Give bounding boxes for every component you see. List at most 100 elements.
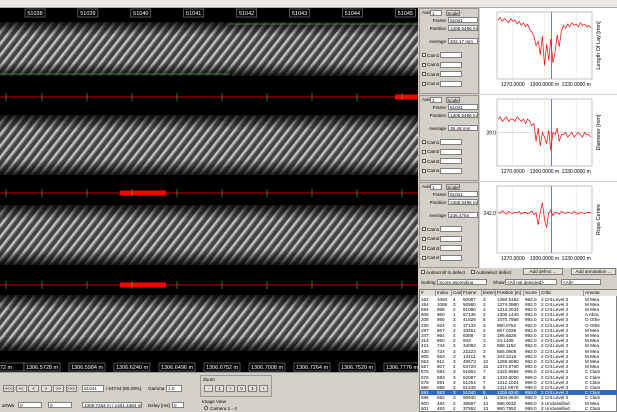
autoselect-checkbox[interactable] <box>471 270 475 274</box>
position-label: Position <box>422 113 446 118</box>
camera-field <box>440 245 462 251</box>
scale-button[interactable]: Scale <box>446 184 460 190</box>
x-tick-label: 1300.0000 m <box>530 82 559 88</box>
frame-marker-label: 51041 <box>186 11 201 17</box>
position-field: 1306.6496 m <box>448 199 478 205</box>
camera-label: Cam1 <box>427 53 439 58</box>
camera-checkbox[interactable] <box>422 246 426 250</box>
column-header[interactable]: Score <box>524 290 540 296</box>
navigation-bar: artWa00<<<<<<>>>>>>51041/ 64744 (80.29%)… <box>0 372 418 412</box>
zoom-button[interactable]: V <box>237 385 246 392</box>
frame-marker-label: 51040 <box>133 11 148 17</box>
app-window: 5103851039510405104151042510435104451045… <box>0 0 617 412</box>
zoom-button[interactable]: 1 <box>248 385 257 392</box>
nav-button[interactable]: <<< <box>3 385 14 392</box>
column-header[interactable]: Cam <box>452 290 462 296</box>
camera-label: Cam4 <box>427 81 439 86</box>
position-field: 1306.6496 m <box>448 25 478 31</box>
add-annotation-button[interactable]: Add annotation ... <box>571 268 616 275</box>
y-tick-label: 39.0 <box>486 131 496 137</box>
axis-select[interactable]: 1 <box>430 10 442 16</box>
sorting-select[interactable]: Score ascending <box>437 279 487 285</box>
camera-checkbox[interactable] <box>422 140 426 144</box>
column-header[interactable]: Position [m] <box>496 290 524 296</box>
frame-label: Frame <box>422 105 446 110</box>
camera-label: Camera 1 - 4 <box>210 406 237 411</box>
camera-field <box>440 139 462 145</box>
delay-input[interactable]: 0 <box>172 402 184 408</box>
filter-select[interactable]: <All> <box>561 279 601 285</box>
camera-field <box>440 168 462 174</box>
column-header[interactable]: Critic <box>540 290 584 296</box>
nav-button[interactable]: >> <box>53 385 64 392</box>
camera-radio[interactable] <box>204 406 208 410</box>
column-header[interactable]: Extent <box>482 290 496 296</box>
camera-checkbox[interactable] <box>422 169 426 173</box>
position-marker-label: 1306.6752 m <box>206 365 239 371</box>
nav-button[interactable]: >>> <box>66 385 77 392</box>
camera-checkbox[interactable] <box>422 159 426 163</box>
nav-button[interactable]: < <box>28 385 39 392</box>
image-view-label: Image View <box>202 399 226 404</box>
autoscroll-label: Autoscroll to defect <box>426 270 465 275</box>
measure-panel: Axis1ScaleFrame51041Position1306.6496 mA… <box>419 182 479 268</box>
camera-label: Cam4 <box>427 255 439 260</box>
autoscroll-checkbox[interactable] <box>421 270 425 274</box>
frame-input[interactable]: 51041 <box>82 385 104 392</box>
gamma-input[interactable]: 1.0 <box>166 385 182 392</box>
scale-button[interactable]: Scale <box>446 97 460 103</box>
zoom-button[interactable]: - <box>204 385 213 392</box>
camera-label: Cam2 <box>427 62 439 67</box>
axis-select[interactable]: 1 <box>430 97 442 103</box>
measure-panel: Axis1ScaleFrame51041Position1306.6496 mA… <box>419 8 479 94</box>
camera-checkbox[interactable] <box>422 72 426 76</box>
camera-field <box>440 149 462 155</box>
nav-button[interactable]: > <box>41 385 52 392</box>
axis-select[interactable]: 1 <box>430 184 442 190</box>
camera-field <box>440 255 462 261</box>
column-header[interactable]: # <box>420 290 436 296</box>
column-header[interactable]: Frame <box>462 290 482 296</box>
camera-field <box>440 62 462 68</box>
frame-marker-label: 51038 <box>27 11 42 17</box>
scale-button[interactable]: Scale <box>446 10 460 16</box>
defect-cell: 2 <box>452 406 462 411</box>
defect-cell: 3 Unclassified <box>540 406 584 411</box>
camera-label: Cam2 <box>427 149 439 154</box>
delay-label: Delay [ms] <box>148 403 170 408</box>
position-marker-label: 1306.6496 m <box>161 365 194 371</box>
x-tick-label: 1330.0000 m <box>562 169 591 175</box>
zoom-button[interactable]: + <box>259 385 268 392</box>
zoom-group: Zoom-1+V1+ <box>200 375 272 397</box>
camera-checkbox[interactable] <box>422 227 426 231</box>
zoom-button[interactable]: + <box>226 385 235 392</box>
column-header[interactable]: Annota <box>584 290 617 296</box>
camera-checkbox[interactable] <box>422 150 426 154</box>
position-marker-label: 72 m <box>0 365 13 371</box>
show-select[interactable]: <All not detected> <box>505 279 557 285</box>
chart: 1270.00001300.0000 m1330.0000 m242.0Rope… <box>480 182 617 268</box>
nav-button[interactable]: << <box>16 385 27 392</box>
add-defect-button[interactable]: Add defect ... <box>523 268 563 275</box>
zoom-button[interactable]: 1 <box>215 385 224 392</box>
position-field: 1306.6496 m <box>448 112 478 118</box>
defect-cell: 999.0 <box>524 406 540 411</box>
camera-checkbox[interactable] <box>422 82 426 86</box>
measure-panel: Axis1ScaleFrame51041Position1306.6496 mA… <box>419 95 479 181</box>
position-field: 1306.7264 m / 1401.4464 m <box>82 402 142 408</box>
camera-checkbox[interactable] <box>422 256 426 260</box>
gamma-label: Gamma <box>148 386 164 391</box>
camera-checkbox[interactable] <box>422 53 426 57</box>
left-field: 0 <box>48 402 72 408</box>
camera-checkbox[interactable] <box>422 63 426 67</box>
column-header[interactable]: Index <box>436 290 452 296</box>
x-tick-label: 1330.0000 m <box>562 82 591 88</box>
frame-label: Frame <box>422 192 446 197</box>
frame-marker-label: 51042 <box>239 11 254 17</box>
show-label: Show <box>493 280 505 285</box>
position-marker-label: 1306.7776 m <box>386 365 418 371</box>
camera-field <box>440 236 462 242</box>
position-marker-label: 1306.7520 m <box>341 365 374 371</box>
camera-checkbox[interactable] <box>422 237 426 241</box>
